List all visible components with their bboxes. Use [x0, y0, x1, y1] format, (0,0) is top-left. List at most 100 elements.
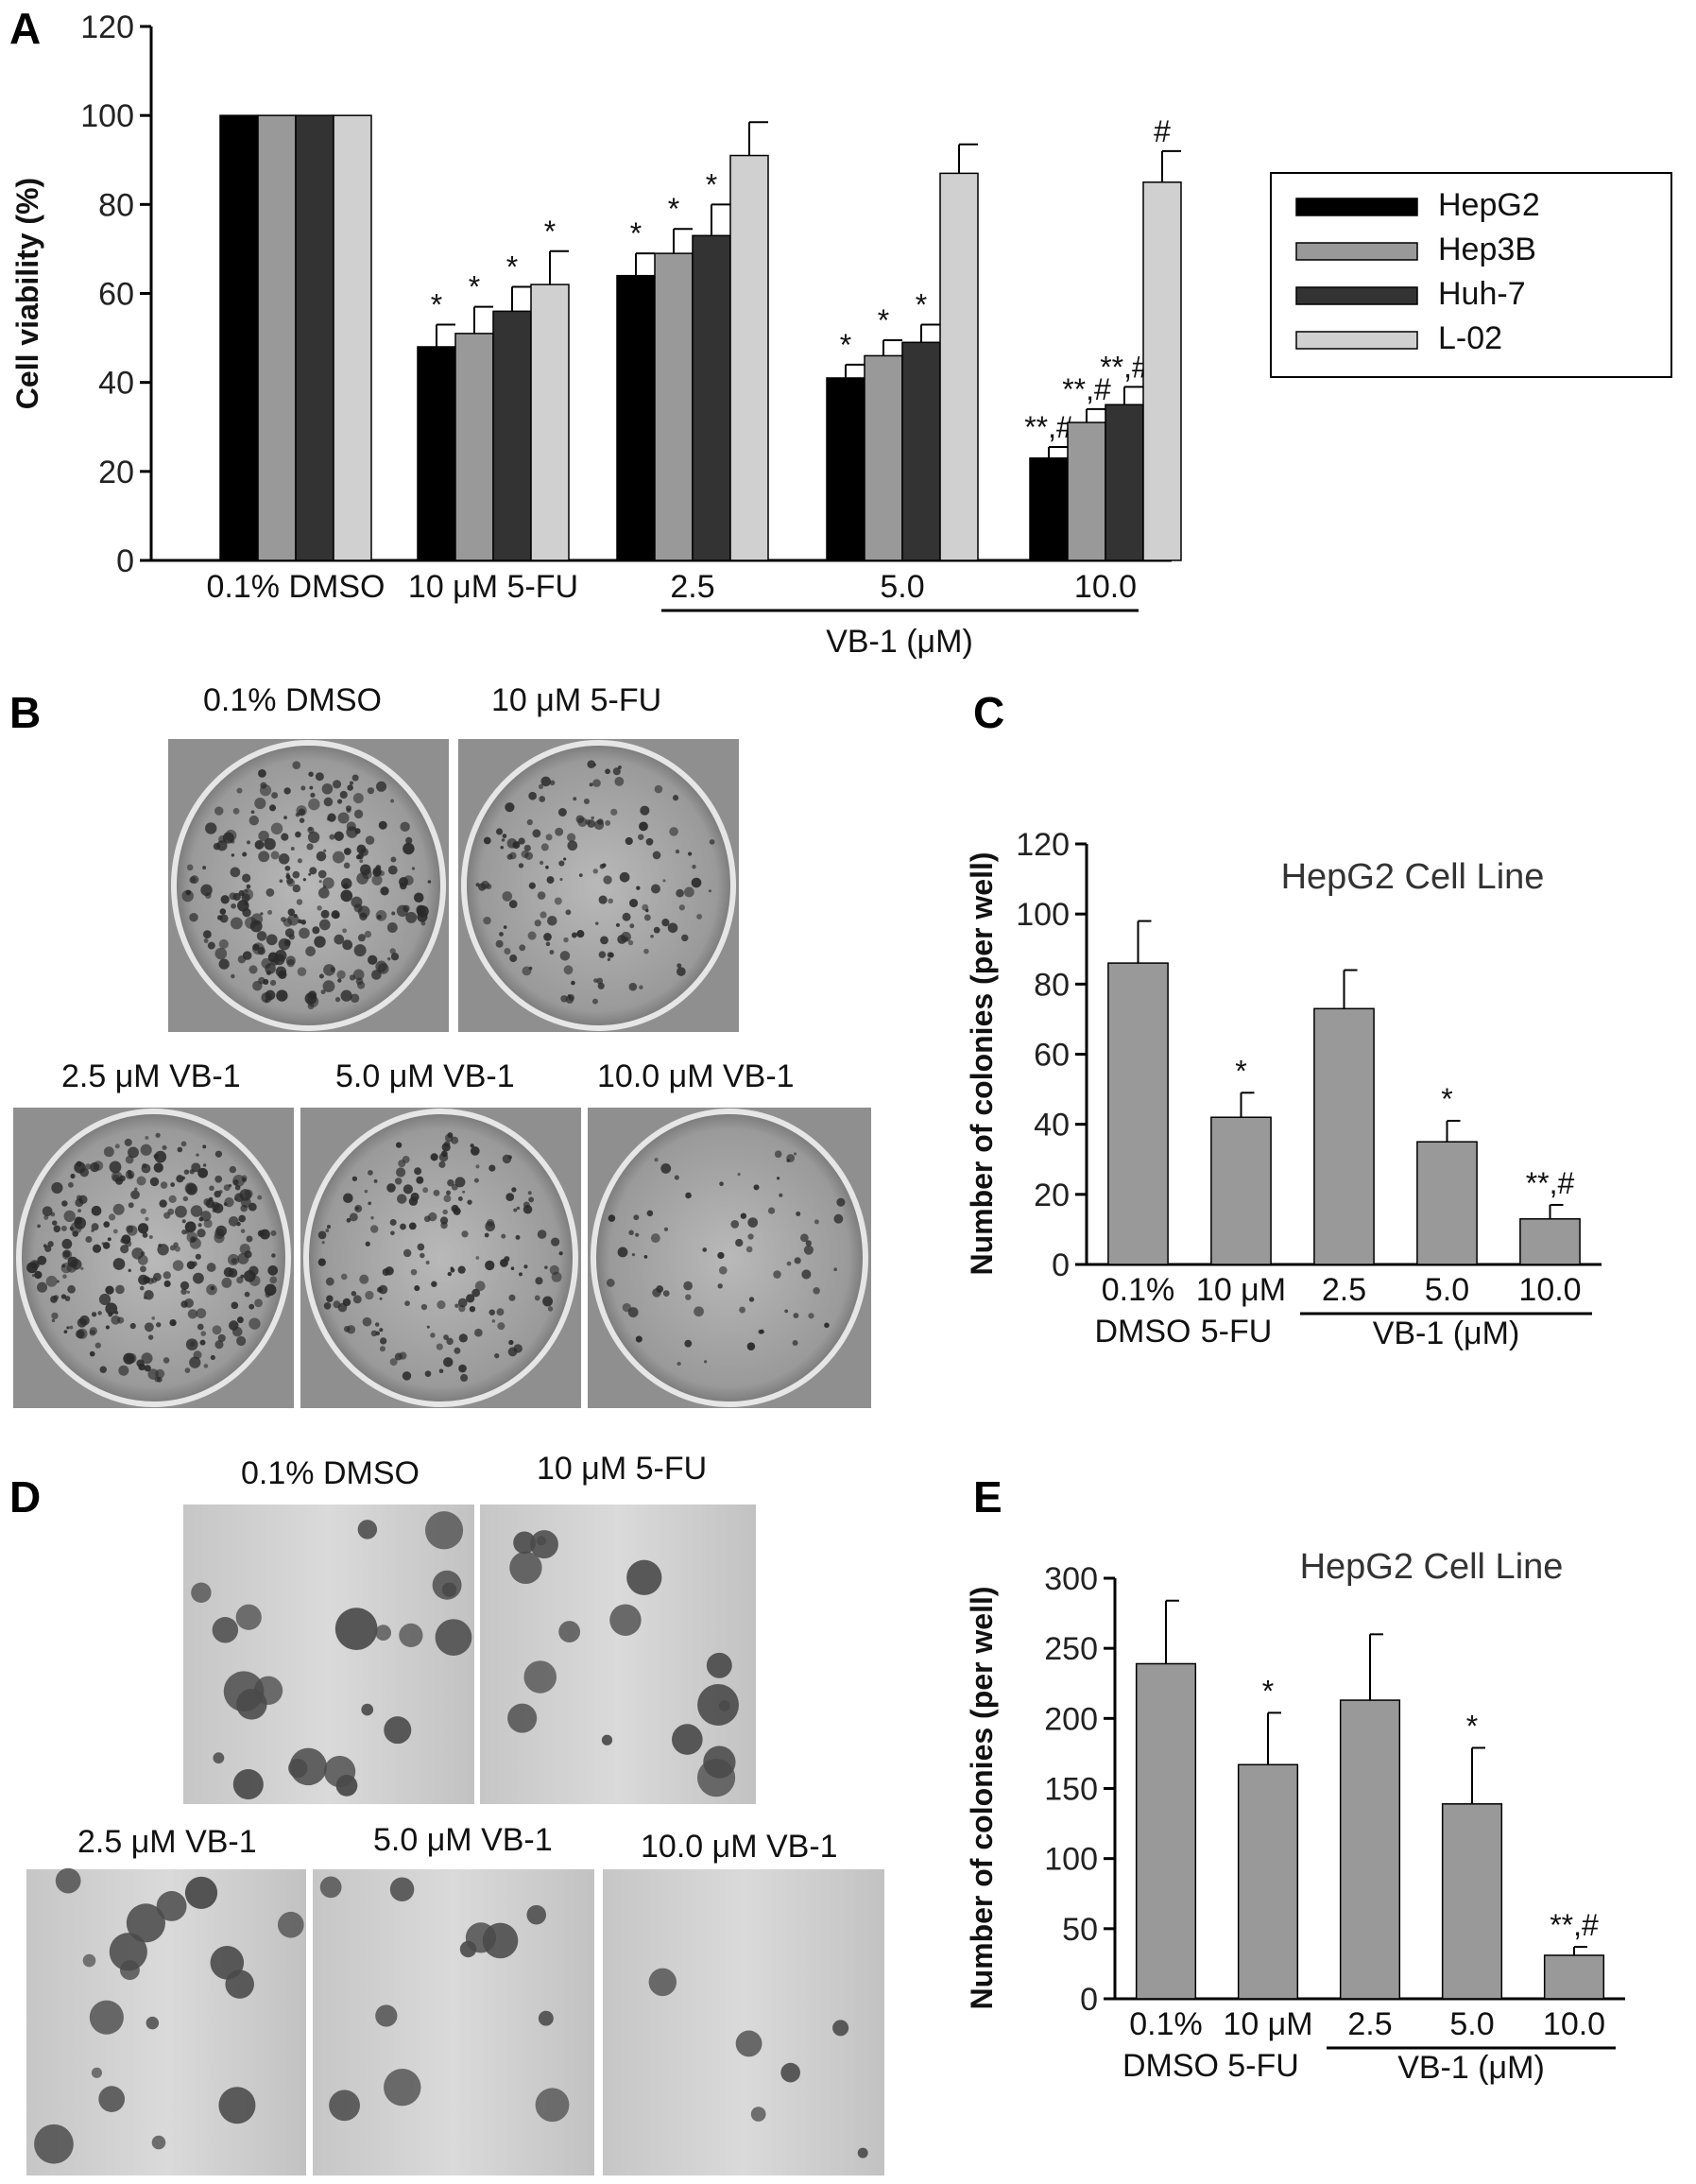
- colony: [563, 857, 567, 861]
- colony: [292, 884, 301, 893]
- chart-title: HepG2 Cell Line: [1300, 1547, 1564, 1587]
- colony: [267, 909, 273, 915]
- y-tick-label: 150: [1044, 1772, 1098, 1808]
- colony: [794, 1257, 801, 1264]
- colony: [508, 1339, 514, 1346]
- colony: [332, 851, 345, 864]
- colony: [78, 1198, 83, 1202]
- colony: [746, 1342, 756, 1350]
- colony: [824, 1322, 830, 1329]
- colony: [628, 1230, 634, 1235]
- colony: [528, 791, 537, 800]
- colony: [181, 1176, 186, 1180]
- colony: [91, 1229, 94, 1232]
- colony: [745, 1246, 753, 1253]
- colony: [386, 1183, 396, 1193]
- colony: [105, 1302, 118, 1316]
- colony: [513, 1531, 536, 1555]
- colony: [286, 878, 296, 887]
- colony: [112, 1229, 118, 1234]
- colony: [181, 889, 194, 903]
- colony: [145, 1216, 149, 1221]
- colony: [129, 1322, 136, 1330]
- colony: [109, 1161, 122, 1174]
- colony: [326, 1295, 334, 1302]
- colony: [730, 1220, 740, 1229]
- colony: [650, 884, 660, 894]
- colony: [120, 1245, 129, 1254]
- colony: [506, 837, 518, 849]
- colony: [717, 1251, 725, 1260]
- colony: [182, 1195, 189, 1202]
- photo-label: 10.0 μM VB-1: [641, 1829, 838, 1865]
- colony: [365, 1290, 374, 1300]
- colony: [256, 931, 267, 941]
- colony: [322, 980, 335, 993]
- colony: [126, 1352, 137, 1364]
- colony: [603, 875, 612, 885]
- colony: [475, 1256, 480, 1260]
- colony: [513, 1344, 523, 1353]
- colony: [703, 1745, 736, 1779]
- colony: [519, 1272, 523, 1277]
- y-tick-label: 20: [1034, 1178, 1070, 1213]
- colony: [390, 953, 400, 961]
- colony: [681, 934, 689, 942]
- colony: [141, 1352, 153, 1365]
- colony: [515, 1234, 521, 1240]
- colony: [91, 1312, 97, 1317]
- y-tick-label: 20: [98, 455, 134, 490]
- colony: [105, 1325, 111, 1330]
- colony: [391, 911, 396, 916]
- colony: [511, 1187, 517, 1193]
- colony: [372, 868, 382, 877]
- colony: [270, 822, 283, 835]
- colony: [540, 776, 551, 787]
- colony: [326, 817, 331, 821]
- colony: [423, 1215, 431, 1223]
- colony: [592, 998, 598, 1005]
- colony: [608, 1214, 616, 1222]
- colony: [535, 1277, 543, 1285]
- colony: [403, 1248, 412, 1258]
- colony: [773, 1270, 781, 1279]
- colony: [483, 916, 491, 925]
- y-axis-label: Number of colonies (per well): [965, 1586, 999, 2009]
- panel-letter-a: A: [9, 4, 41, 53]
- colony: [545, 941, 551, 947]
- colony: [379, 1328, 384, 1333]
- colony: [547, 915, 557, 926]
- colony: [293, 913, 298, 918]
- colony: [37, 1255, 47, 1265]
- colony: [509, 954, 518, 963]
- photo-label: 10 μM 5-FU: [537, 1451, 707, 1487]
- colony: [334, 997, 341, 1003]
- photo-label: 0.1% DMSO: [203, 682, 382, 718]
- colony: [642, 903, 649, 911]
- colony: [587, 760, 596, 769]
- bar: [1210, 1116, 1272, 1265]
- bar: [864, 354, 903, 561]
- colony: [400, 882, 407, 890]
- colony: [475, 1164, 480, 1169]
- colony: [526, 1904, 547, 1925]
- colony: [539, 796, 546, 802]
- colony: [134, 1187, 138, 1191]
- colony: [443, 1195, 452, 1203]
- colony: [457, 1265, 466, 1274]
- colony: [390, 1230, 395, 1236]
- y-tick-label: 200: [1044, 1701, 1098, 1737]
- colony: [254, 840, 265, 850]
- colony: [130, 1190, 140, 1200]
- colony: [248, 1303, 255, 1310]
- colony: [273, 954, 285, 966]
- colony: [753, 1184, 760, 1191]
- colony: [89, 1350, 95, 1357]
- colony: [656, 1285, 664, 1293]
- colony: [430, 1333, 436, 1338]
- colony: [403, 1184, 414, 1195]
- colony: [499, 932, 504, 937]
- colony: [505, 1193, 515, 1202]
- colony: [676, 888, 684, 898]
- bar: [692, 234, 731, 561]
